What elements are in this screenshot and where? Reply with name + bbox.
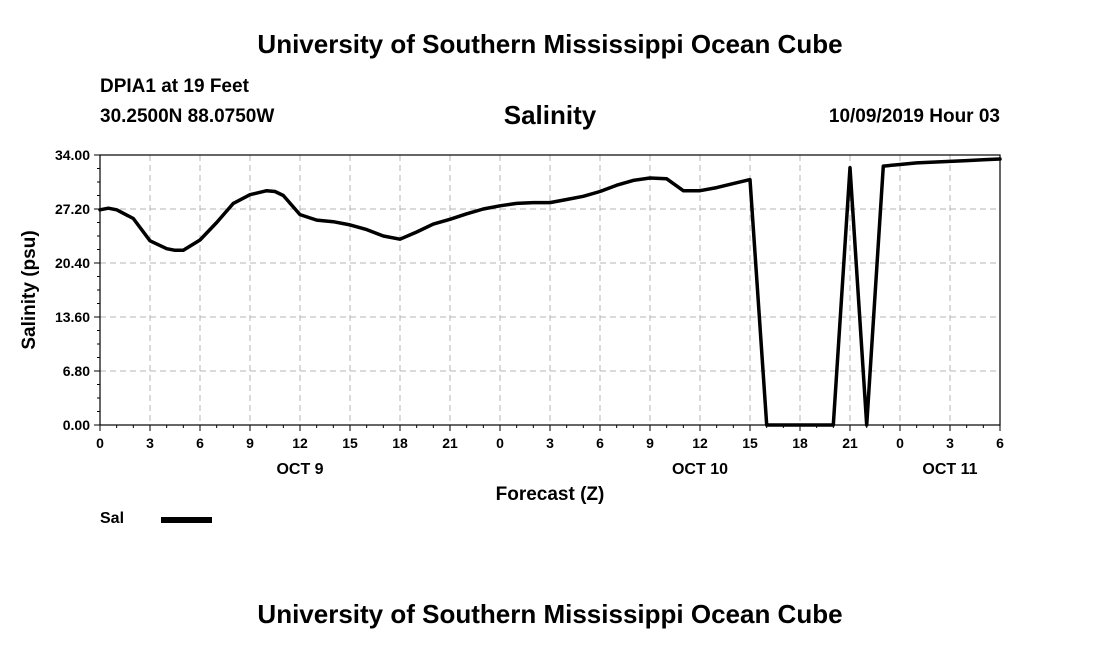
x-axis-label: Forecast (Z): [496, 484, 605, 505]
y-tick-label: 27.20: [55, 201, 90, 217]
x-tick-label: 0: [896, 435, 904, 451]
y-tick-label: 20.40: [55, 255, 90, 271]
x-tick-label: 12: [292, 435, 308, 451]
x-tick-label: 18: [792, 435, 808, 451]
y-tick-label: 6.80: [63, 363, 90, 379]
x-tick-label: 6: [996, 435, 1004, 451]
date-label: OCT 11: [922, 461, 977, 478]
x-tick-label: 18: [392, 435, 408, 451]
x-tick-label: 21: [442, 435, 458, 451]
x-tick-label: 9: [246, 435, 254, 451]
page-title: University of Southern Mississippi Ocean…: [257, 29, 843, 59]
station-coordinates: 30.2500N 88.0750W: [100, 106, 275, 127]
series-line-sal: [98, 157, 1002, 427]
y-tick-label: 34.00: [55, 147, 90, 163]
chart-title: Salinity: [503, 100, 597, 130]
x-tick-label: 6: [596, 435, 604, 451]
x-tick-label: 0: [96, 435, 104, 451]
y-tick-label: 13.60: [55, 309, 90, 325]
plot-frame: [99, 154, 1001, 426]
footer-title: University of Southern Mississippi Ocean…: [257, 599, 843, 629]
legend-label: Sal: [100, 510, 125, 527]
y-axis-label: Salinity (psu): [19, 230, 40, 349]
x-tick-label: 12: [692, 435, 708, 451]
date-label: OCT 9: [276, 461, 323, 478]
x-tick-label: 0: [496, 435, 504, 451]
x-tick-label: 15: [742, 435, 758, 451]
valid-time: 10/09/2019 Hour 03: [828, 106, 1000, 127]
x-tick-label: 21: [842, 435, 858, 451]
x-tick-label: 15: [342, 435, 358, 451]
x-tick-label: 3: [146, 435, 154, 451]
x-tick-label: 3: [546, 435, 554, 451]
x-tick-label: 9: [646, 435, 654, 451]
x-tick-label: 6: [196, 435, 204, 451]
x-tick-label: 3: [946, 435, 954, 451]
y-tick-label: 0.00: [63, 417, 90, 433]
date-label: OCT 10: [672, 461, 728, 478]
station-label: DPIA1 at 19 Feet: [100, 76, 249, 97]
legend-swatch: [161, 517, 212, 523]
